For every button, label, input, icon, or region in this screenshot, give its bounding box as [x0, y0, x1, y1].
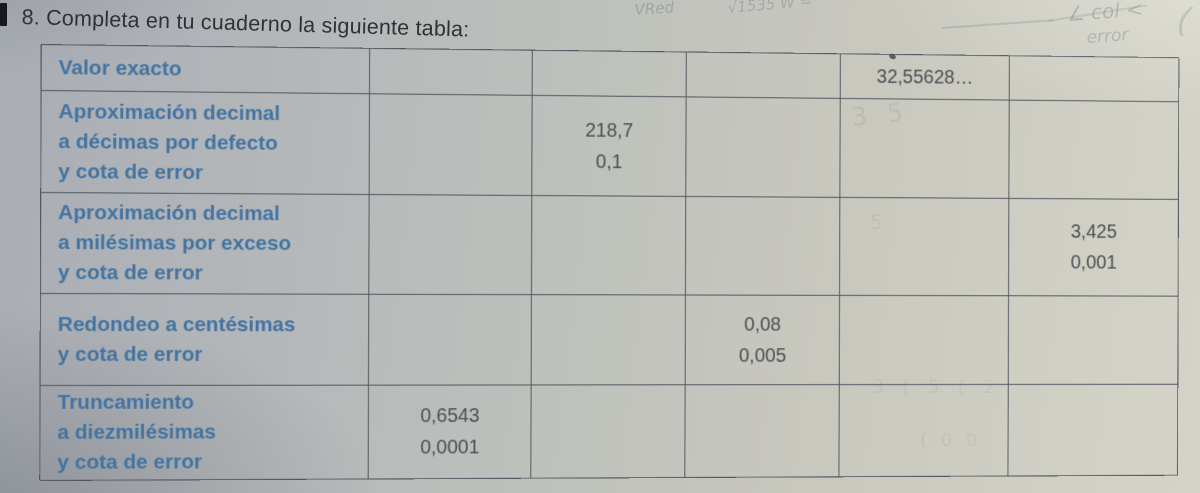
cell-r2c5 [1009, 100, 1180, 200]
cell-r4c1 [368, 294, 532, 386]
cell-r3c2 [531, 195, 687, 296]
cell-r5c1: 0,6543 0,0001 [368, 385, 532, 480]
cell-r3c3 [685, 196, 841, 296]
pencil-paren: ( [1174, 0, 1194, 42]
cell-r1c2 [532, 50, 687, 98]
cell-r2c2: 218,7 0,1 [532, 95, 687, 197]
exercise-table: Valor exacto 32,55628… Aproximación deci… [39, 44, 1180, 482]
label-redondeo-centesimas: Redondeo a centésimas y cota de error [40, 294, 370, 387]
pencil-note-sqrt: √1535 W = [727, 0, 813, 17]
cell-r5c2 [531, 385, 686, 479]
cell-r1c3 [686, 52, 841, 99]
pencil-note-cota: ∠ col < [1066, 0, 1144, 26]
exercise-table-wrap: Valor exacto 32,55628… Aproximación deci… [39, 44, 1180, 482]
cell-r1c4: 32,55628… [840, 54, 1010, 101]
margin-ink-mark [0, 3, 7, 26]
cell-r4c2 [531, 295, 686, 386]
cell-r1c1 [369, 48, 533, 96]
label-valor-exacto: Valor exacto [41, 45, 371, 95]
cell-r5c3 [685, 385, 840, 478]
cell-r4c5 [1008, 296, 1179, 385]
cell-r4c4 [839, 295, 1010, 386]
label-truncamiento-diezmilesimas: Truncamiento a diezmilésimas y cota de e… [40, 385, 369, 482]
cell-r2c3 [686, 97, 841, 198]
cell-r3c4 [840, 197, 1010, 297]
cell-r3c5: 3,425 0,001 [1009, 198, 1179, 297]
label-aproximacion-decimas-defecto: Aproximación decimal a décimas por defec… [41, 91, 370, 195]
cell-r1c5 [1009, 56, 1180, 103]
pencil-ghost-mark: 3 5 [850, 96, 911, 132]
exercise-title: 8. Completa en tu cuaderno la siguiente … [21, 5, 470, 42]
pencil-ghost-mark: ( 0 0 [920, 430, 982, 451]
pencil-ghost-mark: 3 ( 5 ( 2 [872, 376, 1002, 398]
pencil-note-vred: VRed [634, 0, 675, 19]
cell-r3c1 [369, 194, 533, 296]
cell-r5c5 [1008, 384, 1179, 477]
pencil-note-error: error [1086, 25, 1130, 48]
label-aproximacion-milesimas-exceso: Aproximación decimal a milésimas por exc… [40, 193, 370, 295]
pencil-ghost-mark: 5 [870, 210, 883, 234]
cell-r2c1 [369, 94, 533, 196]
pencil-stroke [942, 19, 1054, 29]
cell-r4c3: 0,08 0,005 [685, 295, 841, 386]
